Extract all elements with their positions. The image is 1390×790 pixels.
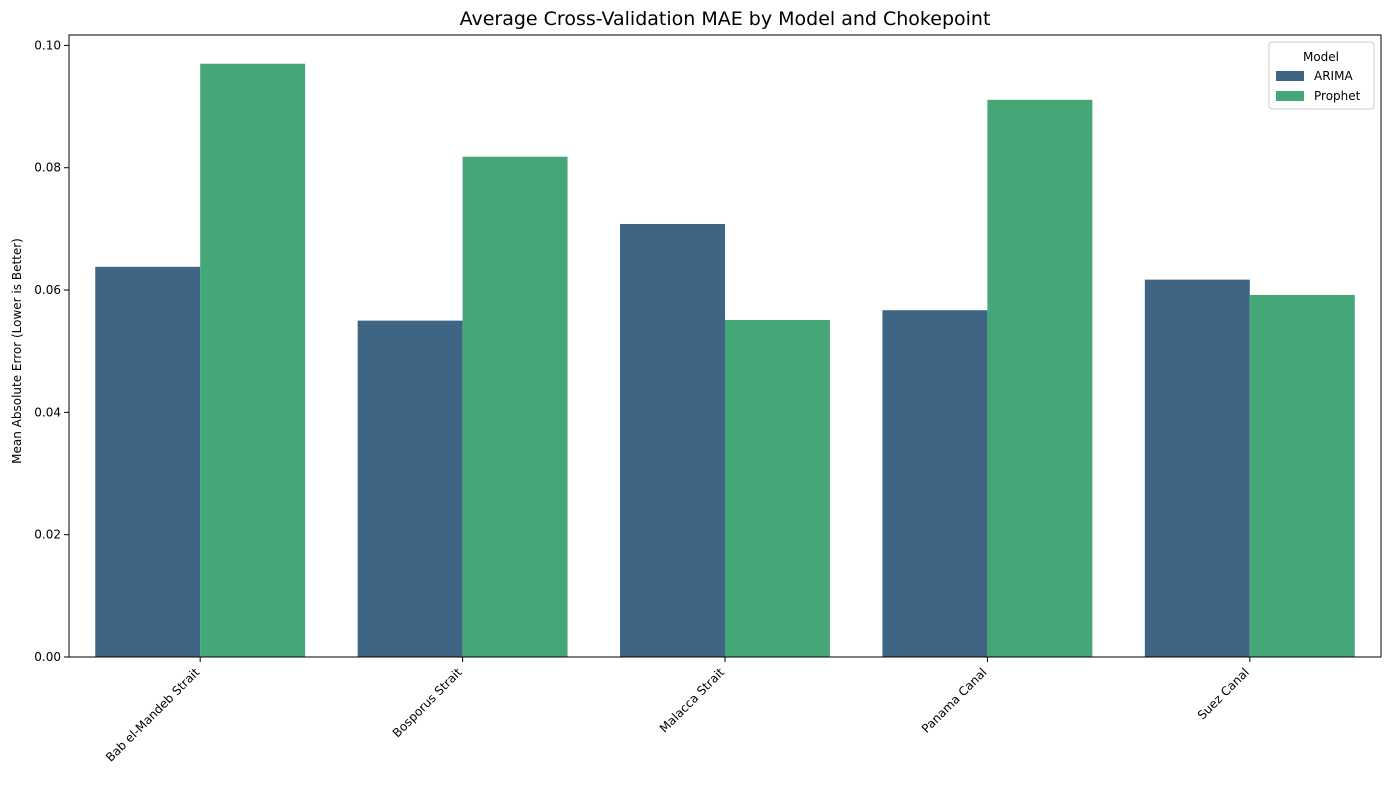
legend: Model ARIMA Prophet — [1268, 41, 1375, 110]
legend-swatch-arima — [1276, 71, 1304, 81]
bar-arima-malacca-strait — [620, 223, 725, 658]
y-tick-label: 0.02 — [34, 528, 61, 542]
y-tick-label: 0.08 — [34, 161, 61, 175]
bars-layer — [95, 63, 1355, 658]
bar-prophet-suez-canal — [1249, 294, 1355, 657]
bar-prophet-malacca-strait — [725, 320, 830, 657]
chart-title: Average Cross-Validation MAE by Model an… — [460, 8, 991, 30]
bar-prophet-panama-canal — [987, 99, 1093, 657]
x-tick-label-suez-canal: Suez Canal — [1195, 665, 1252, 722]
y-tick-label: 0.06 — [34, 283, 61, 297]
legend-label-prophet: Prophet — [1314, 89, 1361, 103]
legend-title: Model — [1303, 50, 1339, 64]
x-tick-label-panama-canal: Panama Canal — [919, 665, 990, 736]
y-axis-label: Mean Absolute Error (Lower is Better) — [10, 238, 24, 464]
y-tick-label: 0.00 — [34, 650, 61, 664]
bar-arima-suez-canal — [1144, 279, 1250, 657]
plot-frame — [68, 34, 1382, 658]
y-tick-label: 0.04 — [34, 405, 61, 419]
bar-arima-bosporus-strait — [357, 320, 463, 657]
legend-swatch-prophet — [1276, 91, 1304, 101]
bar-prophet-bosporus-strait — [462, 156, 568, 657]
x-tick-label-bosporus-strait: Bosporus Strait — [390, 665, 465, 740]
y-tick-label: 0.10 — [34, 38, 61, 52]
legend-label-arima: ARIMA — [1314, 69, 1353, 83]
x-tick-label-malacca-strait: Malacca Strait — [657, 665, 727, 735]
x-tick-label-bab-el-mandeb-strait: Bab el-Mandeb Strait — [103, 665, 203, 765]
bar-arima-panama-canal — [882, 310, 988, 657]
bar-arima-bab-el-mandeb-strait — [95, 266, 201, 657]
bar-prophet-bab-el-mandeb-strait — [200, 63, 306, 657]
